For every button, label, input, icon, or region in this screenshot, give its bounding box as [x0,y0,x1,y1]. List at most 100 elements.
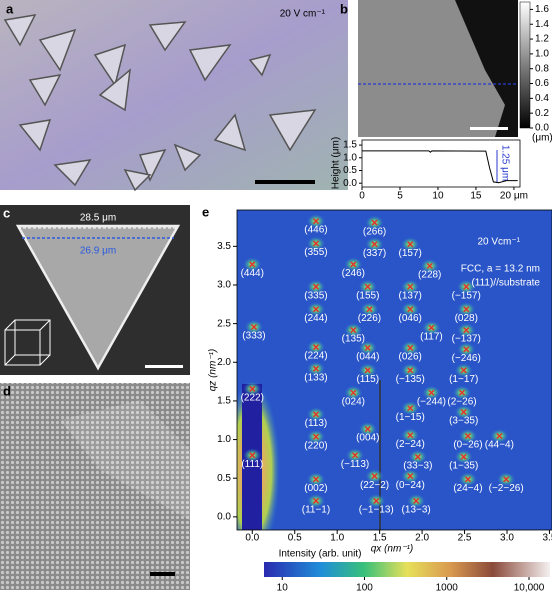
colorbar-tick-label: 100 [356,583,373,594]
peak-label: (117) [420,331,443,342]
peak-label: (2−24) [396,439,425,450]
peak-label: (220) [304,440,327,451]
y-tick-label: 1.0 [217,434,231,445]
y-tick-label: 2.0 [217,357,231,368]
peak-marker [428,389,435,396]
x-tick-label: 2.5 [458,533,472,544]
peak-label: (337) [363,248,386,259]
peak-marker [312,283,319,290]
peak-marker [250,323,257,330]
peak-label: (−137) [452,334,481,345]
colorbar-tick-label: 0.2 [535,108,549,119]
colorbar-tick-label: 1000 [436,583,459,594]
peak-label: (444) [241,268,264,279]
colorbar-unit: (μm) [532,133,552,144]
peak-marker [312,218,319,225]
height-annotation: 1.25 μm [499,145,510,181]
peak-label: (028) [455,313,478,324]
peak-marker [459,389,465,396]
colorbar-tick-label: 1.0 [535,49,549,60]
peak-marker [371,219,378,226]
panel-label: c [3,205,10,220]
peak-marker [463,346,470,353]
panel-d: d [0,383,190,590]
peak-marker [366,306,373,313]
y-axis-label: Height (μm) [331,137,342,189]
y-tick-label: 0.5 [343,165,357,176]
peak-label: (155) [356,290,379,301]
x-tick-label: 0.5 [288,533,302,544]
y-tick-label: 0.0 [217,512,231,523]
crystals [3,14,317,192]
y-tick-label: 1.5 [343,140,357,151]
peak-label: (026) [399,352,422,363]
colorbar-tick-label: 1.2 [535,34,549,45]
peak-marker [426,262,433,269]
peak-label: (137) [399,290,422,301]
peak-label: (−1−13) [359,505,394,516]
colorbar [264,562,550,577]
peak-marker [463,306,470,313]
peak-marker [428,324,435,331]
peak-marker [463,327,470,334]
peak-label: (002) [304,483,327,494]
peak-label: (−135) [396,374,425,385]
field-annotation: 20 Vcm⁻¹ [477,237,520,248]
afm-crystal [358,0,505,137]
x-tick-label: 0.0 [245,533,259,544]
sem-image [0,383,190,590]
crystal [15,224,181,371]
peak-marker [249,261,256,268]
colorbar [519,1,531,129]
peak-marker [371,473,378,480]
x-tick-label: 10 [432,191,444,202]
peak-marker [312,344,319,351]
peak-label: (228) [418,270,441,281]
peak-marker [312,433,319,440]
peak-marker [463,283,470,290]
peak-marker [312,306,319,313]
colorbar-tick-label: 0.6 [535,78,549,89]
outer-width-label: 28.5 μm [80,213,116,224]
peak-marker [249,452,256,459]
x-axis-label: qx (nm⁻¹) [371,544,414,555]
x-tick-label: 3.0 [500,533,514,544]
peak-marker [407,344,414,351]
y-axis-label: qz (nm⁻¹) [208,349,219,392]
peak-marker [460,409,467,416]
colorbar-tick-label: 10 [277,583,289,594]
peak-label: (135) [342,334,365,345]
colorbar-label: Intensity (arb. unit) [279,549,362,560]
x-tick-label: 20 μm [500,191,528,202]
inner-width-label: 26.9 μm [80,246,116,257]
peak-label: (−246) [452,353,481,364]
peak-label: (113) [305,418,328,429]
panel-e: e 20 Vcm⁻¹ FCC, a = 13.2 nm (111)//subst… [202,204,552,594]
peak-marker [364,426,371,433]
peak-marker [407,241,414,248]
peak-marker [312,365,319,372]
panel-b: b (μm) Height (μm) 1.25 μm [331,0,552,189]
peak-marker [312,476,319,483]
colorbar-tick-label: 0.4 [535,93,549,104]
peak-marker [350,327,357,334]
plot-frame [236,209,552,531]
colorbar-tick-label: 1.4 [535,19,549,30]
lattice-annotation: FCC, a = 13.2 nm [461,264,540,275]
y-tick-label: 0.5 [217,473,231,484]
peak-marker [464,476,471,483]
colorbar-tick-label: 1.6 [535,4,549,15]
peak-marker [496,432,503,439]
peak-marker [373,497,380,504]
y-tick-label: 0.0 [343,178,357,189]
peak-marker [407,405,414,412]
peak-marker [413,497,420,504]
x-tick-label: 3.5 [542,533,552,544]
peak-label: (1−15) [396,412,425,423]
scale-bar [470,127,508,130]
peak-marker [249,385,256,392]
x-tick-label: 1.5 [373,533,387,544]
x-tick-label: 5 [397,191,403,202]
peak-label: (11−1) [302,505,330,516]
